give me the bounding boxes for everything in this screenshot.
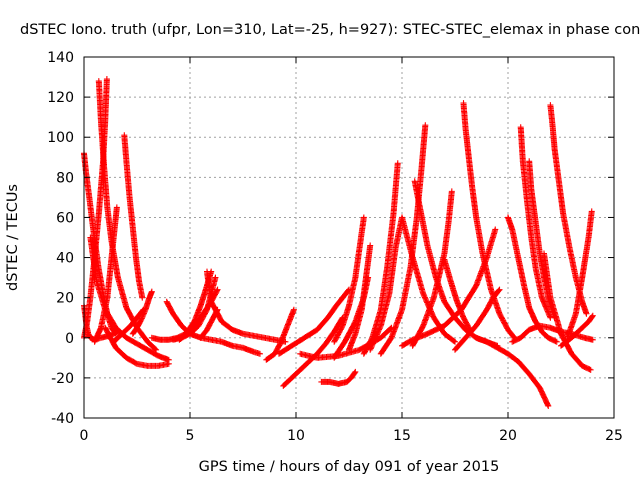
series-arc17 [263,306,297,363]
series-markers [441,256,473,333]
series-arc42 [558,312,596,349]
y-axis-label: dSTEC / TECUs [5,184,21,291]
series-markers [91,204,120,345]
series-markers [263,306,297,363]
series-markers [331,214,367,345]
series-arc25 [360,160,401,357]
y-tick-label: 40 [56,251,74,267]
series-markers [409,188,455,349]
axis-ticks: 0 5 10 15 20 25 -40 -20 0 20 40 60 80 100 120 140 [47,50,623,444]
series-arc39 [541,250,594,373]
series-markers [197,306,221,341]
series-arc41 [564,208,595,341]
series-markers [460,100,518,341]
y-tick-label: 80 [56,170,74,186]
series-markers [110,306,147,345]
series-markers [452,286,503,353]
series-markers [564,208,595,341]
x-tick-label: 15 [393,428,411,444]
x-axis-label: GPS time / hours of day 091 of year 2015 [199,459,500,475]
y-tick-label: 100 [47,130,74,146]
series-arc21 [331,214,367,345]
series-markers [505,214,560,345]
series-arc20 [318,368,359,387]
series-markers [360,160,401,357]
series-arc15 [176,286,221,343]
series-markers [473,334,552,409]
series-arc26 [367,214,458,353]
series-arc06 [91,204,120,345]
series-arc31 [460,100,518,341]
series-arc35 [505,214,560,345]
y-tick-label: 120 [47,90,74,106]
x-tick-label: 0 [80,428,89,444]
series-markers [318,368,359,387]
x-tick-label: 20 [499,428,517,444]
x-tick-label: 5 [186,428,195,444]
series-markers [367,214,458,353]
series-arc34 [473,334,552,409]
series-markers [517,124,554,321]
x-tick-label: 25 [605,428,623,444]
plot-frame [83,56,615,419]
y-tick-label: -20 [51,371,74,387]
data-series [81,76,596,409]
series-arc08 [121,132,146,301]
series-arc29 [409,188,455,349]
series-arc36 [517,124,554,321]
y-tick-label: -40 [51,411,74,427]
y-tick-label: 140 [47,50,74,66]
y-tick-label: 20 [56,291,74,307]
series-arc33 [452,286,503,353]
series-markers [276,286,352,357]
series-arc16 [197,306,221,341]
series-markers [121,132,146,301]
x-tick-label: 10 [287,428,305,444]
chart-title: dSTEC Iono. truth (ufpr, Lon=310, Lat=-2… [20,22,640,38]
series-markers [176,286,221,343]
y-tick-label: 0 [65,331,74,347]
series-markers [558,312,596,349]
series-arc10 [110,306,147,345]
series-arc04 [87,234,172,363]
series-arc27 [377,122,429,357]
series-arc19 [276,286,352,357]
series-markers [87,234,172,363]
series-markers [541,250,594,373]
series-arc32 [441,256,473,333]
y-tick-label: 60 [56,210,74,226]
series-markers [377,122,429,357]
